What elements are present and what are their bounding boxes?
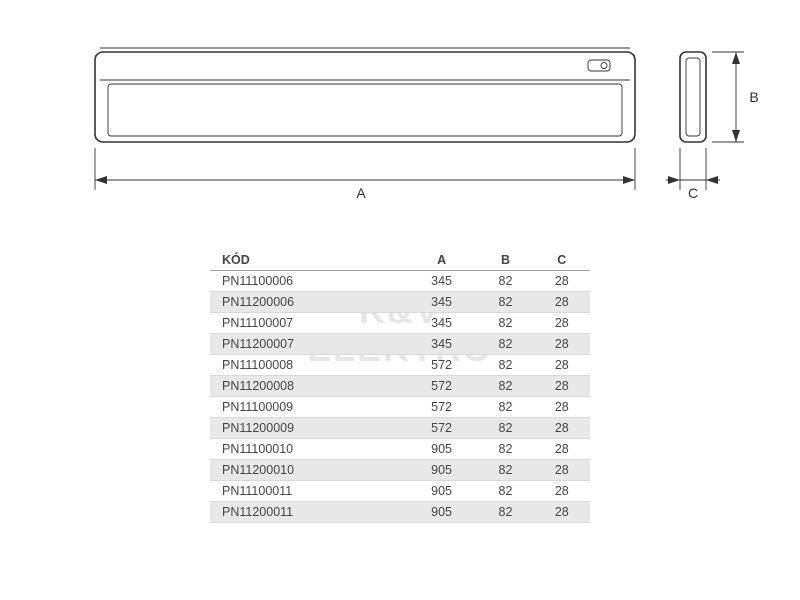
cell-a: 572: [406, 376, 477, 397]
cell-c: 28: [534, 460, 590, 481]
table-row: PN112000063458228: [210, 292, 590, 313]
dimension-table-wrap: KÓD A B C PN111000063458228PN11200006345…: [210, 250, 590, 523]
cell-a: 345: [406, 271, 477, 292]
drawing-svg: A B C: [40, 20, 760, 220]
table-row: PN112000109058228: [210, 460, 590, 481]
table-row: PN112000073458228: [210, 334, 590, 355]
cell-b: 82: [477, 376, 533, 397]
cell-c: 28: [534, 439, 590, 460]
cell-kod: PN11200006: [210, 292, 406, 313]
table-row: PN112000085728228: [210, 376, 590, 397]
table-row: PN111000085728228: [210, 355, 590, 376]
cell-c: 28: [534, 481, 590, 502]
cell-kod: PN11100011: [210, 481, 406, 502]
cell-kod: PN11200010: [210, 460, 406, 481]
table-row: PN112000119058228: [210, 502, 590, 523]
cell-b: 82: [477, 481, 533, 502]
cell-a: 572: [406, 355, 477, 376]
cell-c: 28: [534, 418, 590, 439]
cell-b: 82: [477, 397, 533, 418]
col-a: A: [406, 250, 477, 271]
cell-kod: PN11100010: [210, 439, 406, 460]
col-c: C: [534, 250, 590, 271]
table-row: PN111000063458228: [210, 271, 590, 292]
dim-label-a: A: [356, 185, 366, 201]
cell-a: 905: [406, 481, 477, 502]
cell-kod: PN11100007: [210, 313, 406, 334]
table-row: PN111000073458228: [210, 313, 590, 334]
cell-c: 28: [534, 271, 590, 292]
cell-b: 82: [477, 439, 533, 460]
cell-c: 28: [534, 397, 590, 418]
table-header-row: KÓD A B C: [210, 250, 590, 271]
cell-a: 572: [406, 397, 477, 418]
cell-kod: PN11100006: [210, 271, 406, 292]
cell-kod: PN11200007: [210, 334, 406, 355]
dim-label-c: C: [688, 185, 698, 201]
dim-label-b: B: [749, 89, 758, 105]
table-row: PN112000095728228: [210, 418, 590, 439]
cell-c: 28: [534, 376, 590, 397]
cell-a: 905: [406, 460, 477, 481]
cell-b: 82: [477, 271, 533, 292]
cell-a: 572: [406, 418, 477, 439]
cell-b: 82: [477, 292, 533, 313]
cell-b: 82: [477, 460, 533, 481]
cell-c: 28: [534, 313, 590, 334]
page: A B C K&V ELEKTRO KÓD A: [0, 0, 800, 600]
technical-drawing: A B C: [40, 20, 760, 220]
cell-b: 82: [477, 418, 533, 439]
cell-c: 28: [534, 502, 590, 523]
cell-c: 28: [534, 334, 590, 355]
cell-kod: PN11200008: [210, 376, 406, 397]
col-b: B: [477, 250, 533, 271]
cell-a: 905: [406, 502, 477, 523]
table-row: PN111000119058228: [210, 481, 590, 502]
cell-kod: PN11200009: [210, 418, 406, 439]
dimension-table: KÓD A B C PN111000063458228PN11200006345…: [210, 250, 590, 523]
cell-c: 28: [534, 292, 590, 313]
cell-c: 28: [534, 355, 590, 376]
cell-b: 82: [477, 502, 533, 523]
cell-b: 82: [477, 355, 533, 376]
cell-a: 905: [406, 439, 477, 460]
cell-b: 82: [477, 334, 533, 355]
cell-a: 345: [406, 292, 477, 313]
cell-b: 82: [477, 313, 533, 334]
table-row: PN111000109058228: [210, 439, 590, 460]
cell-kod: PN11100008: [210, 355, 406, 376]
cell-a: 345: [406, 313, 477, 334]
table-row: PN111000095728228: [210, 397, 590, 418]
cell-kod: PN11100009: [210, 397, 406, 418]
cell-a: 345: [406, 334, 477, 355]
col-kod: KÓD: [210, 250, 406, 271]
table-body: PN111000063458228PN112000063458228PN1110…: [210, 271, 590, 523]
cell-kod: PN11200011: [210, 502, 406, 523]
